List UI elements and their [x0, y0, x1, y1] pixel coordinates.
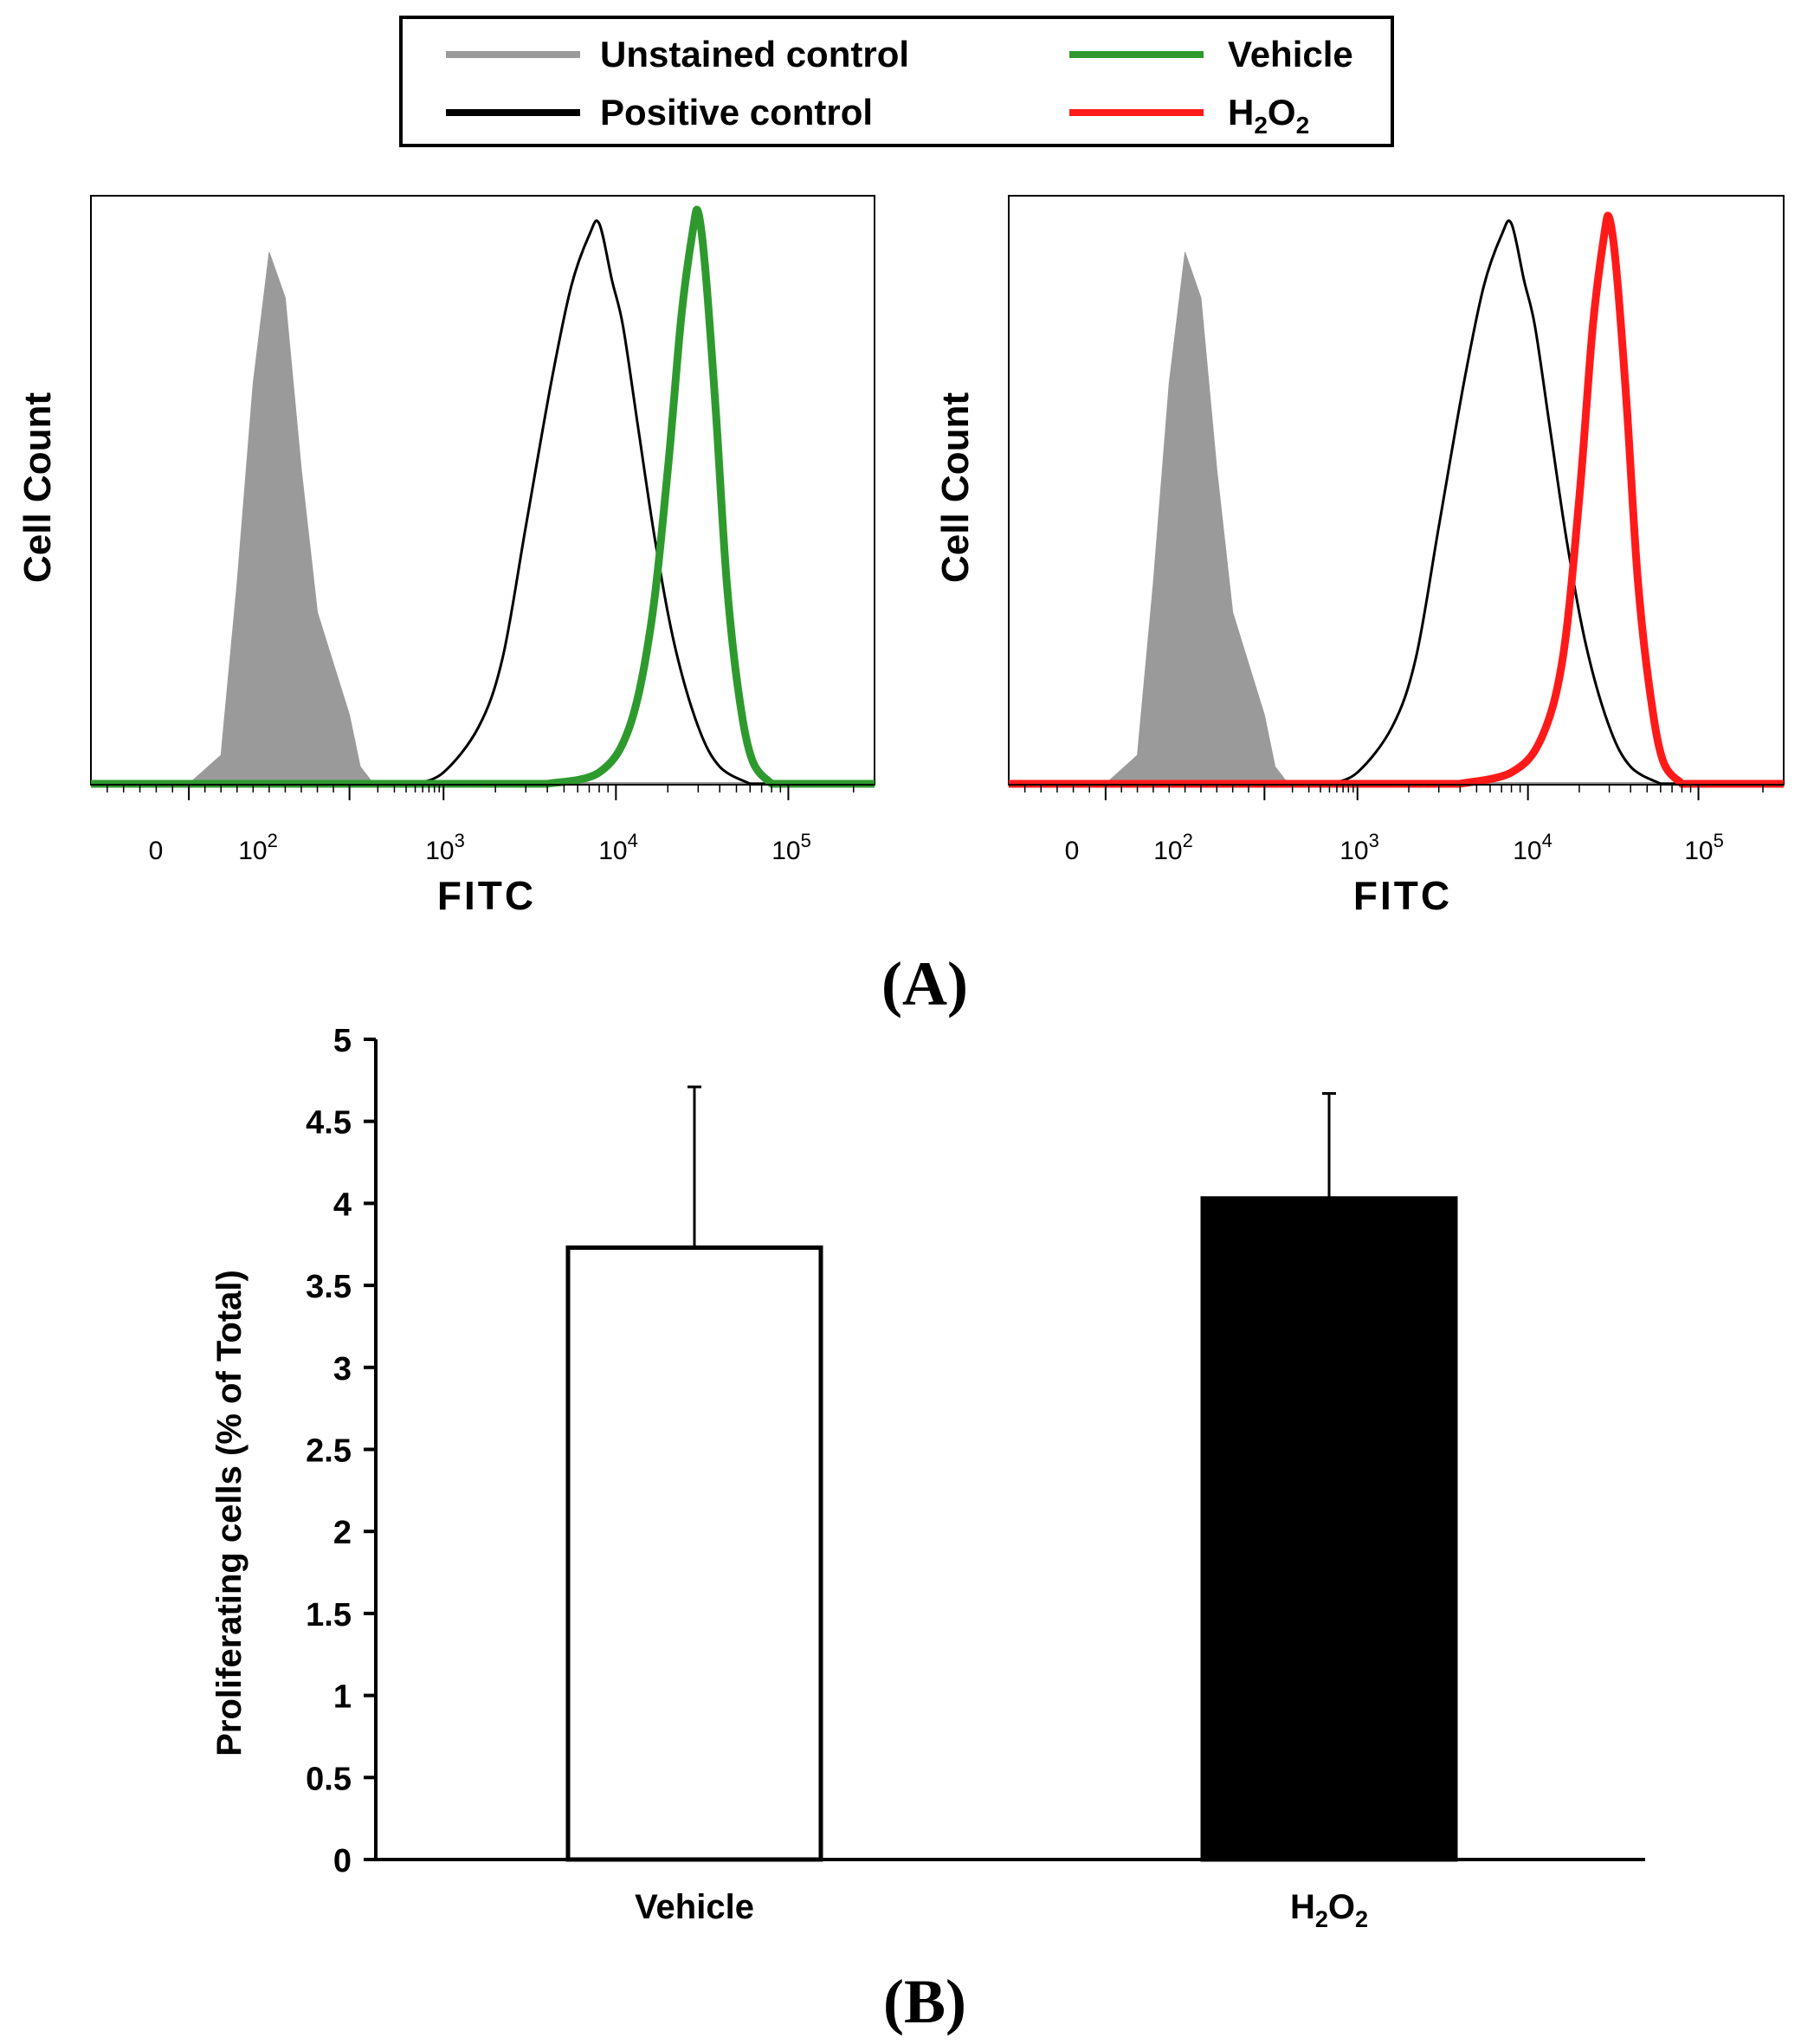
legend: Unstained control Vehicle Positive contr… [399, 16, 1394, 147]
legend-label-vehicle: Vehicle [1228, 34, 1353, 74]
plot-frame-left [90, 195, 875, 786]
y-tick-label: 1 [333, 1679, 352, 1716]
panel-tag-b: (B) [883, 1967, 966, 2036]
xlabel-left: FITC [437, 873, 536, 918]
bars [565, 1085, 1458, 1862]
y-tick-label: 5 [333, 1023, 352, 1059]
x-tick-label-100: 102 [238, 830, 278, 865]
x-tick-label-100000: 105 [771, 830, 811, 865]
ylabel-bar: Proliferating cells (% of Total) [210, 1270, 249, 1756]
y-tick-label: 4.5 [306, 1105, 352, 1142]
x-tick-label-0: 0 [1065, 837, 1080, 865]
y-tick-label: 2 [333, 1515, 352, 1551]
legend-label-unstained: Unstained control [600, 34, 909, 74]
bar-vehicle [565, 1245, 823, 1862]
y-ticks-bar: 0 0.5 1 1.5 2 2.5 3 3.5 4 4.5 5 [306, 1023, 376, 1879]
series-h2o2 [1009, 211, 1784, 788]
series-positive-control [91, 219, 875, 786]
x-tick-labels-right: 0 102 103 104 105 [1065, 830, 1724, 865]
ylabel-right: Cell Count [934, 392, 977, 583]
bar-h2o2 [1200, 1196, 1458, 1862]
y-tick-label: 3 [333, 1351, 352, 1387]
y-tick-label: 3.5 [306, 1269, 352, 1305]
ylabel-left: Cell Count [16, 392, 59, 583]
x-ticks-right [1023, 785, 1764, 800]
bar-chart: Proliferating cells (% of Total) 0 0.5 1 1.… [210, 1023, 1645, 1932]
x-tick-label-0: 0 [149, 837, 164, 865]
x-ticks-left [107, 785, 855, 800]
x-tick-label-10000: 104 [598, 830, 638, 865]
y-tick-label: 0 [333, 1843, 352, 1879]
y-tick-label: 0.5 [306, 1761, 352, 1797]
series-unstained-control [187, 252, 375, 785]
x-tick-label-100: 102 [1153, 830, 1193, 865]
y-tick-label: 2.5 [306, 1433, 352, 1470]
panel-tag-a: (A) [881, 949, 968, 1019]
x-tick-labels-left: 0 102 103 104 105 [149, 830, 811, 865]
legend-frame [399, 16, 1394, 147]
x-tick-label-1000: 103 [1339, 830, 1379, 865]
legend-label-positive: Positive control [600, 92, 873, 133]
x-tick-label-1000: 103 [425, 830, 465, 865]
series-unstained-control [1104, 252, 1289, 785]
histogram-series-right [1009, 211, 1784, 788]
plot-frame-right [1008, 195, 1785, 786]
x-tick-label-100000: 105 [1684, 830, 1724, 865]
histogram-left: Cell Count 0 102 103 104 105 FITC [16, 195, 875, 918]
series-positive-control [1009, 219, 1784, 786]
histogram-right: Cell Count 0 102 103 104 105 FITC [934, 195, 1785, 918]
x-tick-label-10000: 104 [1513, 830, 1552, 865]
y-tick-label: 1.5 [306, 1597, 352, 1633]
xlabel-right: FITC [1353, 873, 1452, 918]
bar-category-label-h2o2: H2O2 [1290, 1888, 1368, 1932]
y-tick-label: 4 [333, 1187, 352, 1223]
legend-label-h2o2: H2O2 [1228, 92, 1309, 139]
bar-category-label-vehicle: Vehicle [635, 1888, 754, 1926]
series-vehicle [91, 205, 875, 788]
histogram-series-left [91, 205, 875, 788]
